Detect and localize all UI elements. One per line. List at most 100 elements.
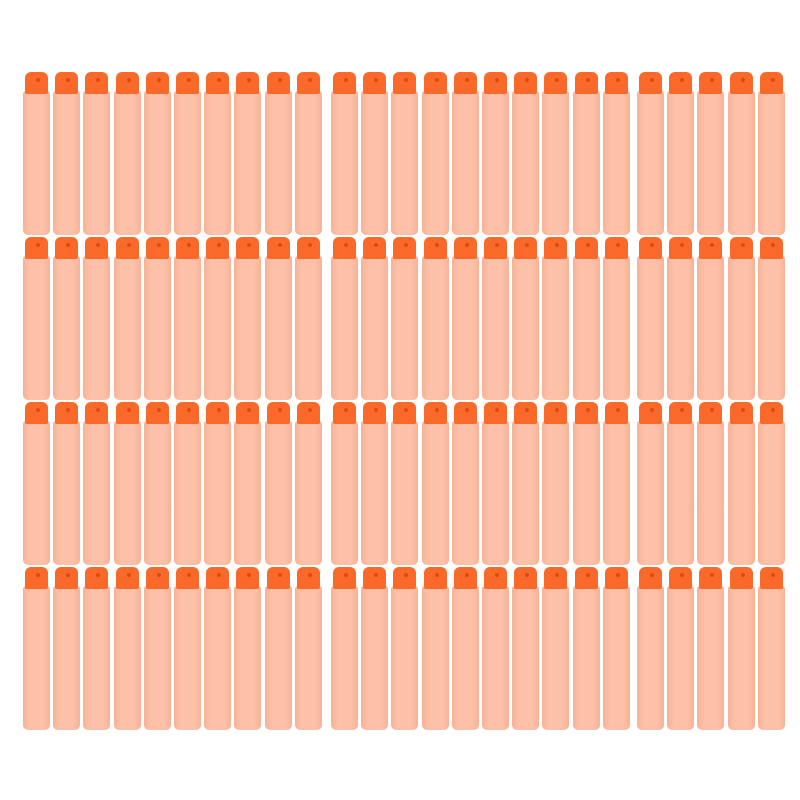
dart-body — [542, 421, 570, 565]
dart-body — [53, 256, 81, 400]
dart-tip-dot — [96, 78, 101, 82]
foam-dart — [727, 567, 755, 730]
dart-tip — [145, 237, 169, 259]
foam-dart — [451, 402, 479, 565]
dart-tip-dot — [217, 78, 222, 82]
dart-tip — [759, 237, 783, 259]
dart-tip-dot — [247, 78, 252, 82]
dart-body — [361, 91, 389, 235]
dart-tip — [176, 402, 199, 424]
dart-tip-dot — [66, 573, 71, 577]
dart-tip — [115, 72, 139, 94]
dart-tip-dot — [66, 78, 71, 82]
dart-tip-dot — [464, 573, 469, 577]
dart-tip — [604, 567, 628, 589]
foam-dart — [113, 237, 141, 400]
dart-body — [602, 256, 630, 400]
dart-tip-dot — [96, 243, 101, 247]
dart-body — [572, 586, 600, 730]
dart-tip — [85, 402, 109, 424]
dart-body — [83, 91, 111, 235]
dart-body — [637, 91, 664, 235]
dart-tip-dot — [555, 243, 560, 247]
dart-body — [234, 421, 262, 565]
dart-tip — [544, 402, 568, 424]
dart-tip — [423, 402, 447, 424]
foam-dart — [391, 567, 419, 730]
dart-tip — [514, 402, 538, 424]
dart-tip — [266, 402, 290, 424]
foam-dart — [572, 237, 600, 400]
dart-tip-dot — [307, 78, 312, 82]
dart-tip-dot — [495, 78, 499, 82]
foam-dart — [234, 567, 262, 730]
dart-tip — [639, 402, 662, 424]
dart-body — [174, 421, 201, 565]
dart-body — [361, 256, 389, 400]
dart-tip — [176, 72, 199, 94]
dart-tip — [115, 402, 139, 424]
dart-tip — [453, 567, 477, 589]
foam-dart — [204, 237, 232, 400]
dart-tip-dot — [277, 573, 282, 577]
foam-dart — [637, 567, 664, 730]
foam-dart — [697, 402, 725, 565]
dart-tip — [669, 237, 693, 259]
foam-dart — [234, 237, 262, 400]
dart-body — [143, 91, 171, 235]
dart-body — [637, 586, 664, 730]
dart-body — [637, 421, 664, 565]
dart-body — [451, 421, 479, 565]
dart-tip — [393, 72, 417, 94]
dart-body — [234, 586, 262, 730]
dart-body — [602, 421, 630, 565]
dart-body — [757, 586, 785, 730]
foam-dart — [572, 402, 600, 565]
dart-tip-dot — [495, 243, 499, 247]
foam-dart — [361, 237, 389, 400]
dart-tip-dot — [187, 573, 191, 577]
dart-tip — [729, 402, 753, 424]
dart-tip — [145, 72, 169, 94]
foam-dart — [757, 567, 785, 730]
dart-tip — [176, 567, 199, 589]
dart-tip-dot — [156, 573, 161, 577]
foam-dart — [264, 567, 292, 730]
dart-tip — [393, 567, 417, 589]
dart-body — [264, 586, 292, 730]
dart-tip — [393, 402, 417, 424]
dart-tip-dot — [344, 78, 348, 82]
dart-body — [204, 256, 232, 400]
dart-tip-dot — [650, 408, 654, 412]
dart-tip — [699, 72, 723, 94]
dart-tip-dot — [585, 573, 590, 577]
dart-tip-dot — [36, 243, 40, 247]
dart-body — [421, 586, 449, 730]
foam-dart — [451, 567, 479, 730]
dart-tip-dot — [156, 243, 161, 247]
foam-dart — [174, 237, 201, 400]
dart-tip-dot — [615, 78, 620, 82]
dart-tip — [759, 567, 783, 589]
dart-tip-dot — [374, 243, 379, 247]
dart-tip-dot — [495, 408, 499, 412]
foam-dart — [637, 72, 664, 235]
foam-dart — [572, 72, 600, 235]
dart-tip-dot — [710, 408, 715, 412]
foam-dart — [482, 402, 509, 565]
dart-tip — [699, 567, 723, 589]
dart-tip-dot — [404, 243, 409, 247]
foam-dart — [512, 402, 540, 565]
foam-dart — [83, 237, 111, 400]
dart-body — [174, 91, 201, 235]
dart-tip — [574, 567, 598, 589]
dart-body — [331, 421, 358, 565]
dart-tip-dot — [404, 573, 409, 577]
dart-body — [602, 91, 630, 235]
foam-dart — [331, 237, 358, 400]
dart-body — [83, 586, 111, 730]
dart-tip — [25, 237, 48, 259]
foam-dart — [512, 237, 540, 400]
foam-dart — [542, 72, 570, 235]
dart-tip-dot — [247, 408, 252, 412]
